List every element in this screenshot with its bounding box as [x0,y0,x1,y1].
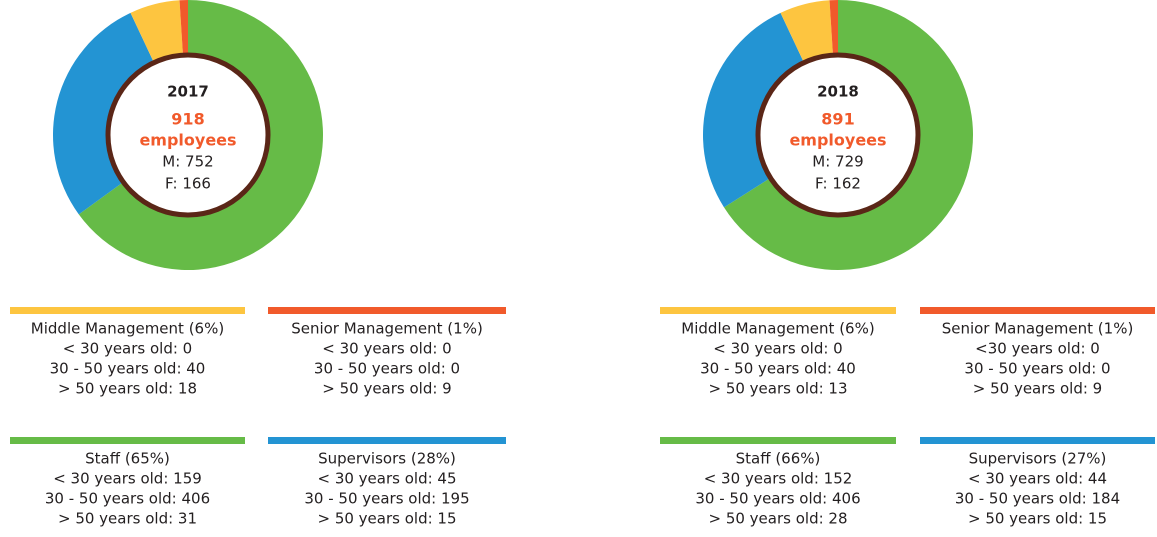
donut-segment [724,0,973,270]
legend-detail: > 50 years old: 9 [322,380,451,398]
legend-title: Supervisors (28%) [318,450,456,468]
legend-title: Senior Management (1%) [291,320,483,338]
legend-title: Staff (66%) [736,450,821,468]
legend-detail: < 30 years old: 159 [53,470,202,488]
legend-detail: > 50 years old: 13 [708,380,847,398]
legend-detail: < 30 years old: 0 [713,340,842,358]
center-circle [105,52,271,218]
total: 918 [171,110,204,129]
male-count: M: 752 [162,153,213,171]
male-count: M: 729 [812,153,863,171]
legend-swatch [920,307,1155,314]
legend-detail: > 50 years old: 28 [708,510,847,528]
legend-detail: < 30 years old: 45 [317,470,456,488]
legend-detail: < 30 years old: 44 [968,470,1107,488]
legend-detail: 30 - 50 years old: 406 [45,490,210,508]
total: 891 [821,110,854,129]
legend-detail: 30 - 50 years old: 195 [304,490,469,508]
legend-swatch [920,437,1155,444]
legend-detail: > 50 years old: 9 [973,380,1102,398]
legend-detail: 30 - 50 years old: 0 [314,360,460,378]
legend-detail: 30 - 50 years old: 40 [50,360,206,378]
legend-detail: < 30 years old: 0 [322,340,451,358]
legend-swatch [660,437,896,444]
total-label: employees [139,131,236,150]
legend-title: Senior Management (1%) [942,320,1134,338]
legend-swatch [268,437,506,444]
legend-title: Middle Management (6%) [681,320,874,338]
female-count: F: 166 [165,175,211,193]
legend-title: Middle Management (6%) [31,320,224,338]
legend-detail: > 50 years old: 18 [58,380,197,398]
legend-detail: 30 - 50 years old: 184 [955,490,1120,508]
legend-detail: > 50 years old: 15 [317,510,456,528]
year: 2018 [817,83,859,101]
legend-swatch [660,307,896,314]
legend-detail: > 50 years old: 15 [968,510,1107,528]
center-circle [755,52,921,218]
legend-detail: <30 years old: 0 [975,340,1100,358]
total-label: employees [789,131,886,150]
year: 2017 [167,83,209,101]
legend-title: Staff (65%) [85,450,170,468]
legend-swatch [268,307,506,314]
female-count: F: 162 [815,175,861,193]
donut-segment [78,0,324,271]
legend-detail: < 30 years old: 152 [704,470,853,488]
legend-swatch [10,437,245,444]
legend-detail: 30 - 50 years old: 406 [695,490,860,508]
legend-detail: < 30 years old: 0 [63,340,192,358]
legend-detail: > 50 years old: 31 [58,510,197,528]
legend-title: Supervisors (27%) [969,450,1107,468]
legend-swatch [10,307,245,314]
legend-detail: 30 - 50 years old: 40 [700,360,856,378]
donut-segment [702,12,813,208]
legend-detail: 30 - 50 years old: 0 [964,360,1110,378]
